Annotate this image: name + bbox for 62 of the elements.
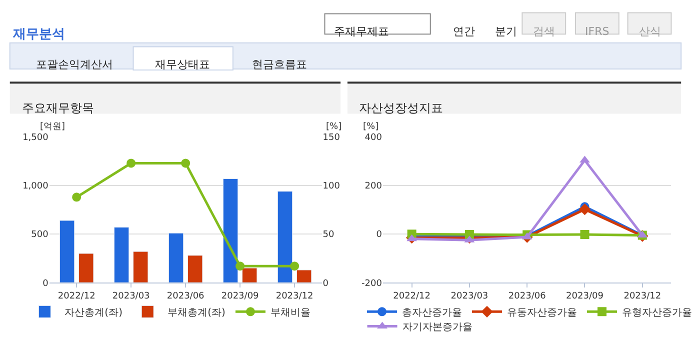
y-tick-label: 0 bbox=[376, 230, 382, 240]
text: 분기 bbox=[495, 25, 517, 38]
bar bbox=[222, 178, 238, 283]
point bbox=[580, 156, 590, 163]
point bbox=[181, 158, 190, 168]
y-tick-label: 200 bbox=[364, 182, 382, 192]
x-tick-label: 2022/12 bbox=[393, 291, 431, 302]
legend-label: 유형자산증가율 bbox=[622, 308, 692, 319]
y2-tick-label: 0 bbox=[322, 278, 329, 289]
bar bbox=[296, 270, 312, 283]
bar bbox=[188, 255, 203, 283]
x-tick-label: 2023/12 bbox=[276, 291, 314, 302]
x-tick-label: 2023/06 bbox=[508, 291, 546, 302]
bar bbox=[242, 268, 258, 283]
x-tick-label: 2023/03 bbox=[112, 291, 150, 302]
bar bbox=[168, 232, 184, 283]
point bbox=[290, 262, 300, 271]
text: 재무분석 bbox=[12, 27, 65, 42]
bar bbox=[114, 227, 130, 283]
legend-label: 유동자산증가율 bbox=[507, 308, 577, 319]
y-tick-label: 1,500 bbox=[22, 133, 49, 144]
y-tick-label: 500 bbox=[31, 230, 49, 240]
y2-axis-title: [%] bbox=[326, 122, 342, 132]
text: 주재무제표 bbox=[334, 25, 389, 38]
legend-label: 자산총계(좌) bbox=[64, 308, 123, 319]
point bbox=[126, 158, 136, 168]
x-tick-label: 2023/09 bbox=[221, 291, 260, 302]
text: 현금흐름표 bbox=[252, 58, 307, 71]
point bbox=[236, 262, 245, 271]
y-axis-title: [%] bbox=[363, 122, 379, 132]
point bbox=[580, 230, 590, 240]
y-axis-title: [억원] bbox=[40, 122, 66, 132]
point bbox=[578, 203, 591, 216]
y2-tick-label: 150 bbox=[322, 133, 340, 144]
y-tick-label: 0 bbox=[42, 278, 49, 289]
point bbox=[72, 192, 82, 202]
x-tick-label: 2023/12 bbox=[624, 291, 662, 302]
y-tick-label: -200 bbox=[362, 278, 382, 289]
bar bbox=[78, 253, 94, 283]
bar bbox=[277, 191, 293, 283]
chart-title: 자산성장성지표 bbox=[359, 101, 443, 115]
x-tick-label: 2023/09 bbox=[566, 291, 604, 302]
x-tick-label: 2023/06 bbox=[166, 291, 205, 302]
y2-tick-label: 100 bbox=[322, 182, 340, 192]
text: 포괄손익계산서 bbox=[36, 58, 113, 71]
text: 재무상태표 bbox=[155, 58, 210, 71]
bar bbox=[59, 220, 75, 283]
text: IFRS bbox=[585, 25, 610, 38]
y-tick-label: 1,000 bbox=[22, 182, 49, 192]
bar bbox=[133, 251, 148, 283]
legend-label: 총자산증가율 bbox=[402, 308, 462, 319]
text: 연간 bbox=[453, 25, 475, 38]
y-tick-label: 400 bbox=[364, 133, 382, 144]
text: 검색 bbox=[533, 25, 555, 38]
x-tick-label: 2022/12 bbox=[58, 291, 96, 302]
chart-title: 주요재무항목 bbox=[22, 101, 94, 115]
legend-label: 자기자본증가율 bbox=[402, 322, 472, 334]
text: 산식 bbox=[639, 25, 661, 38]
legend-label: 부채총계(좌) bbox=[168, 308, 226, 319]
legend-label: 부채비율 bbox=[270, 308, 310, 319]
y2-tick-label: 50 bbox=[322, 230, 335, 240]
x-tick-label: 2023/03 bbox=[450, 291, 488, 302]
